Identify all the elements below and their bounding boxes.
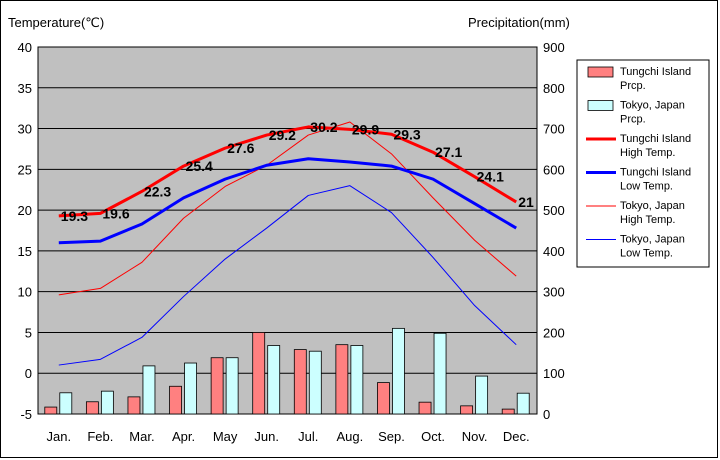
x-tick-label: Mar.: [129, 429, 154, 444]
series-line-tungchi-high: [58, 125, 517, 218]
y-right-tick-label: 0: [543, 407, 550, 422]
bar-tokyo-prcp: [433, 332, 447, 415]
bar-tokyo-prcp: [59, 392, 73, 415]
bar-tokyo-prcp: [267, 345, 281, 415]
bar-tokyo-prcp: [142, 365, 156, 415]
data-label: 25.4: [186, 158, 213, 174]
y-right-tick-label: 200: [543, 325, 565, 340]
x-tick-label: Nov.: [462, 429, 488, 444]
y-left-tick-label: 20: [18, 203, 32, 218]
y-right-tick-label: 500: [543, 203, 565, 218]
x-tick-label: Apr.: [172, 429, 195, 444]
legend: Tungchi Island Prcp. Tokyo, Japan Prcp. Tung…: [576, 59, 710, 268]
y-left-tick-label: 30: [18, 122, 32, 137]
y-left-tick-label: 0: [25, 366, 32, 381]
legend-label: Tokyo, Japan: [620, 100, 685, 112]
bar-tokyo-prcp: [350, 345, 364, 415]
bar-tungchi-prcp: [501, 408, 515, 415]
y-right-tick-label: 700: [543, 122, 565, 137]
y-left-tick-label: 5: [25, 325, 32, 340]
data-label: 22.3: [144, 183, 171, 199]
legend-label: Low Temp.: [620, 248, 673, 260]
y-left-tick-label: 35: [18, 81, 32, 96]
y-left-tick-label: 40: [18, 40, 32, 55]
bar-tungchi-prcp: [169, 385, 182, 415]
bar-tokyo-prcp: [475, 375, 489, 415]
y-right-tick-label: 800: [543, 81, 565, 96]
x-tick-label: Jan.: [47, 429, 72, 444]
bar-tungchi-prcp: [85, 401, 99, 415]
y-left-tick-label: 15: [18, 244, 32, 259]
plot-area: -5 0 0 100 5 200 10 300 15 400 20 500 25 600 30 700 35 80…: [18, 40, 565, 444]
y-left-tick-label: 10: [18, 285, 32, 300]
data-label: 29.9: [352, 121, 379, 137]
legend-label: High Temp.: [620, 214, 675, 226]
x-tick-label: Dec.: [503, 429, 530, 444]
legend-swatch: [587, 100, 614, 111]
y-right-tick-label: 100: [543, 366, 565, 381]
series-line-tokyo-low: [58, 185, 517, 366]
bar-tokyo-prcp: [308, 350, 322, 415]
data-label: 29.2: [269, 127, 296, 143]
legend-label: Tokyo, Japan: [620, 234, 685, 246]
bar-tokyo-prcp: [100, 390, 114, 415]
data-label: 19.6: [102, 205, 129, 221]
bar-tungchi-prcp: [377, 382, 390, 415]
x-tick-label: Jun.: [254, 429, 279, 444]
x-tick-label: Oct.: [421, 429, 445, 444]
bar-tokyo-prcp: [516, 392, 530, 415]
bar-tungchi-prcp: [418, 401, 432, 415]
legend-label: Tungchi Island: [620, 66, 691, 78]
legend-label: Tokyo, Japan: [620, 200, 685, 212]
bar-tokyo-prcp: [392, 327, 405, 415]
bar-tungchi-prcp: [127, 396, 141, 415]
bar-tungchi-prcp: [293, 349, 307, 415]
legend-box: [576, 59, 710, 268]
series-line-tokyo-high: [58, 121, 517, 296]
x-tick-label: Feb.: [87, 429, 113, 444]
y-right-tick-label: 300: [543, 285, 565, 300]
y-right-tick-label: 600: [543, 162, 565, 177]
legend-label: High Temp.: [620, 147, 675, 159]
legend-label: Prcp.: [620, 114, 646, 126]
legend-label: Prcp.: [620, 80, 646, 92]
series-line-tungchi-low: [58, 157, 517, 245]
data-label: 27.6: [227, 140, 254, 156]
bar-tokyo-prcp: [225, 357, 239, 415]
data-label: 21: [518, 194, 534, 210]
y-left-tick-label: 25: [18, 162, 32, 177]
y-left-tick-label: -5: [20, 407, 32, 422]
x-tick-label: Aug.: [337, 429, 364, 444]
x-tick-label: Jul.: [298, 429, 318, 444]
x-tick-label: Sep.: [378, 429, 405, 444]
data-label: 29.3: [393, 126, 420, 142]
data-label: 27.1: [435, 144, 462, 160]
legend-label: Tungchi Island: [620, 167, 691, 179]
bar-tungchi-prcp: [252, 332, 266, 415]
bar-tokyo-prcp: [184, 362, 197, 415]
data-label: 24.1: [477, 169, 504, 185]
bar-tungchi-prcp: [335, 344, 349, 415]
data-label: 19.3: [61, 208, 88, 224]
y-right-axis-title: Precipitation(mm): [468, 15, 570, 30]
legend-label: Low Temp.: [620, 181, 673, 193]
legend-label: Tungchi Island: [620, 133, 691, 145]
x-tick-label: May: [213, 429, 238, 444]
y-right-tick-label: 900: [543, 40, 565, 55]
bar-tungchi-prcp: [44, 406, 58, 415]
legend-swatch: [587, 66, 614, 78]
plot-background: [37, 46, 538, 415]
data-label: 30.2: [310, 119, 337, 135]
bar-tungchi-prcp: [460, 405, 474, 415]
y-left-axis-title: Temperature(℃): [8, 15, 104, 30]
bar-tungchi-prcp: [210, 357, 224, 415]
y-right-tick-label: 400: [543, 244, 565, 259]
